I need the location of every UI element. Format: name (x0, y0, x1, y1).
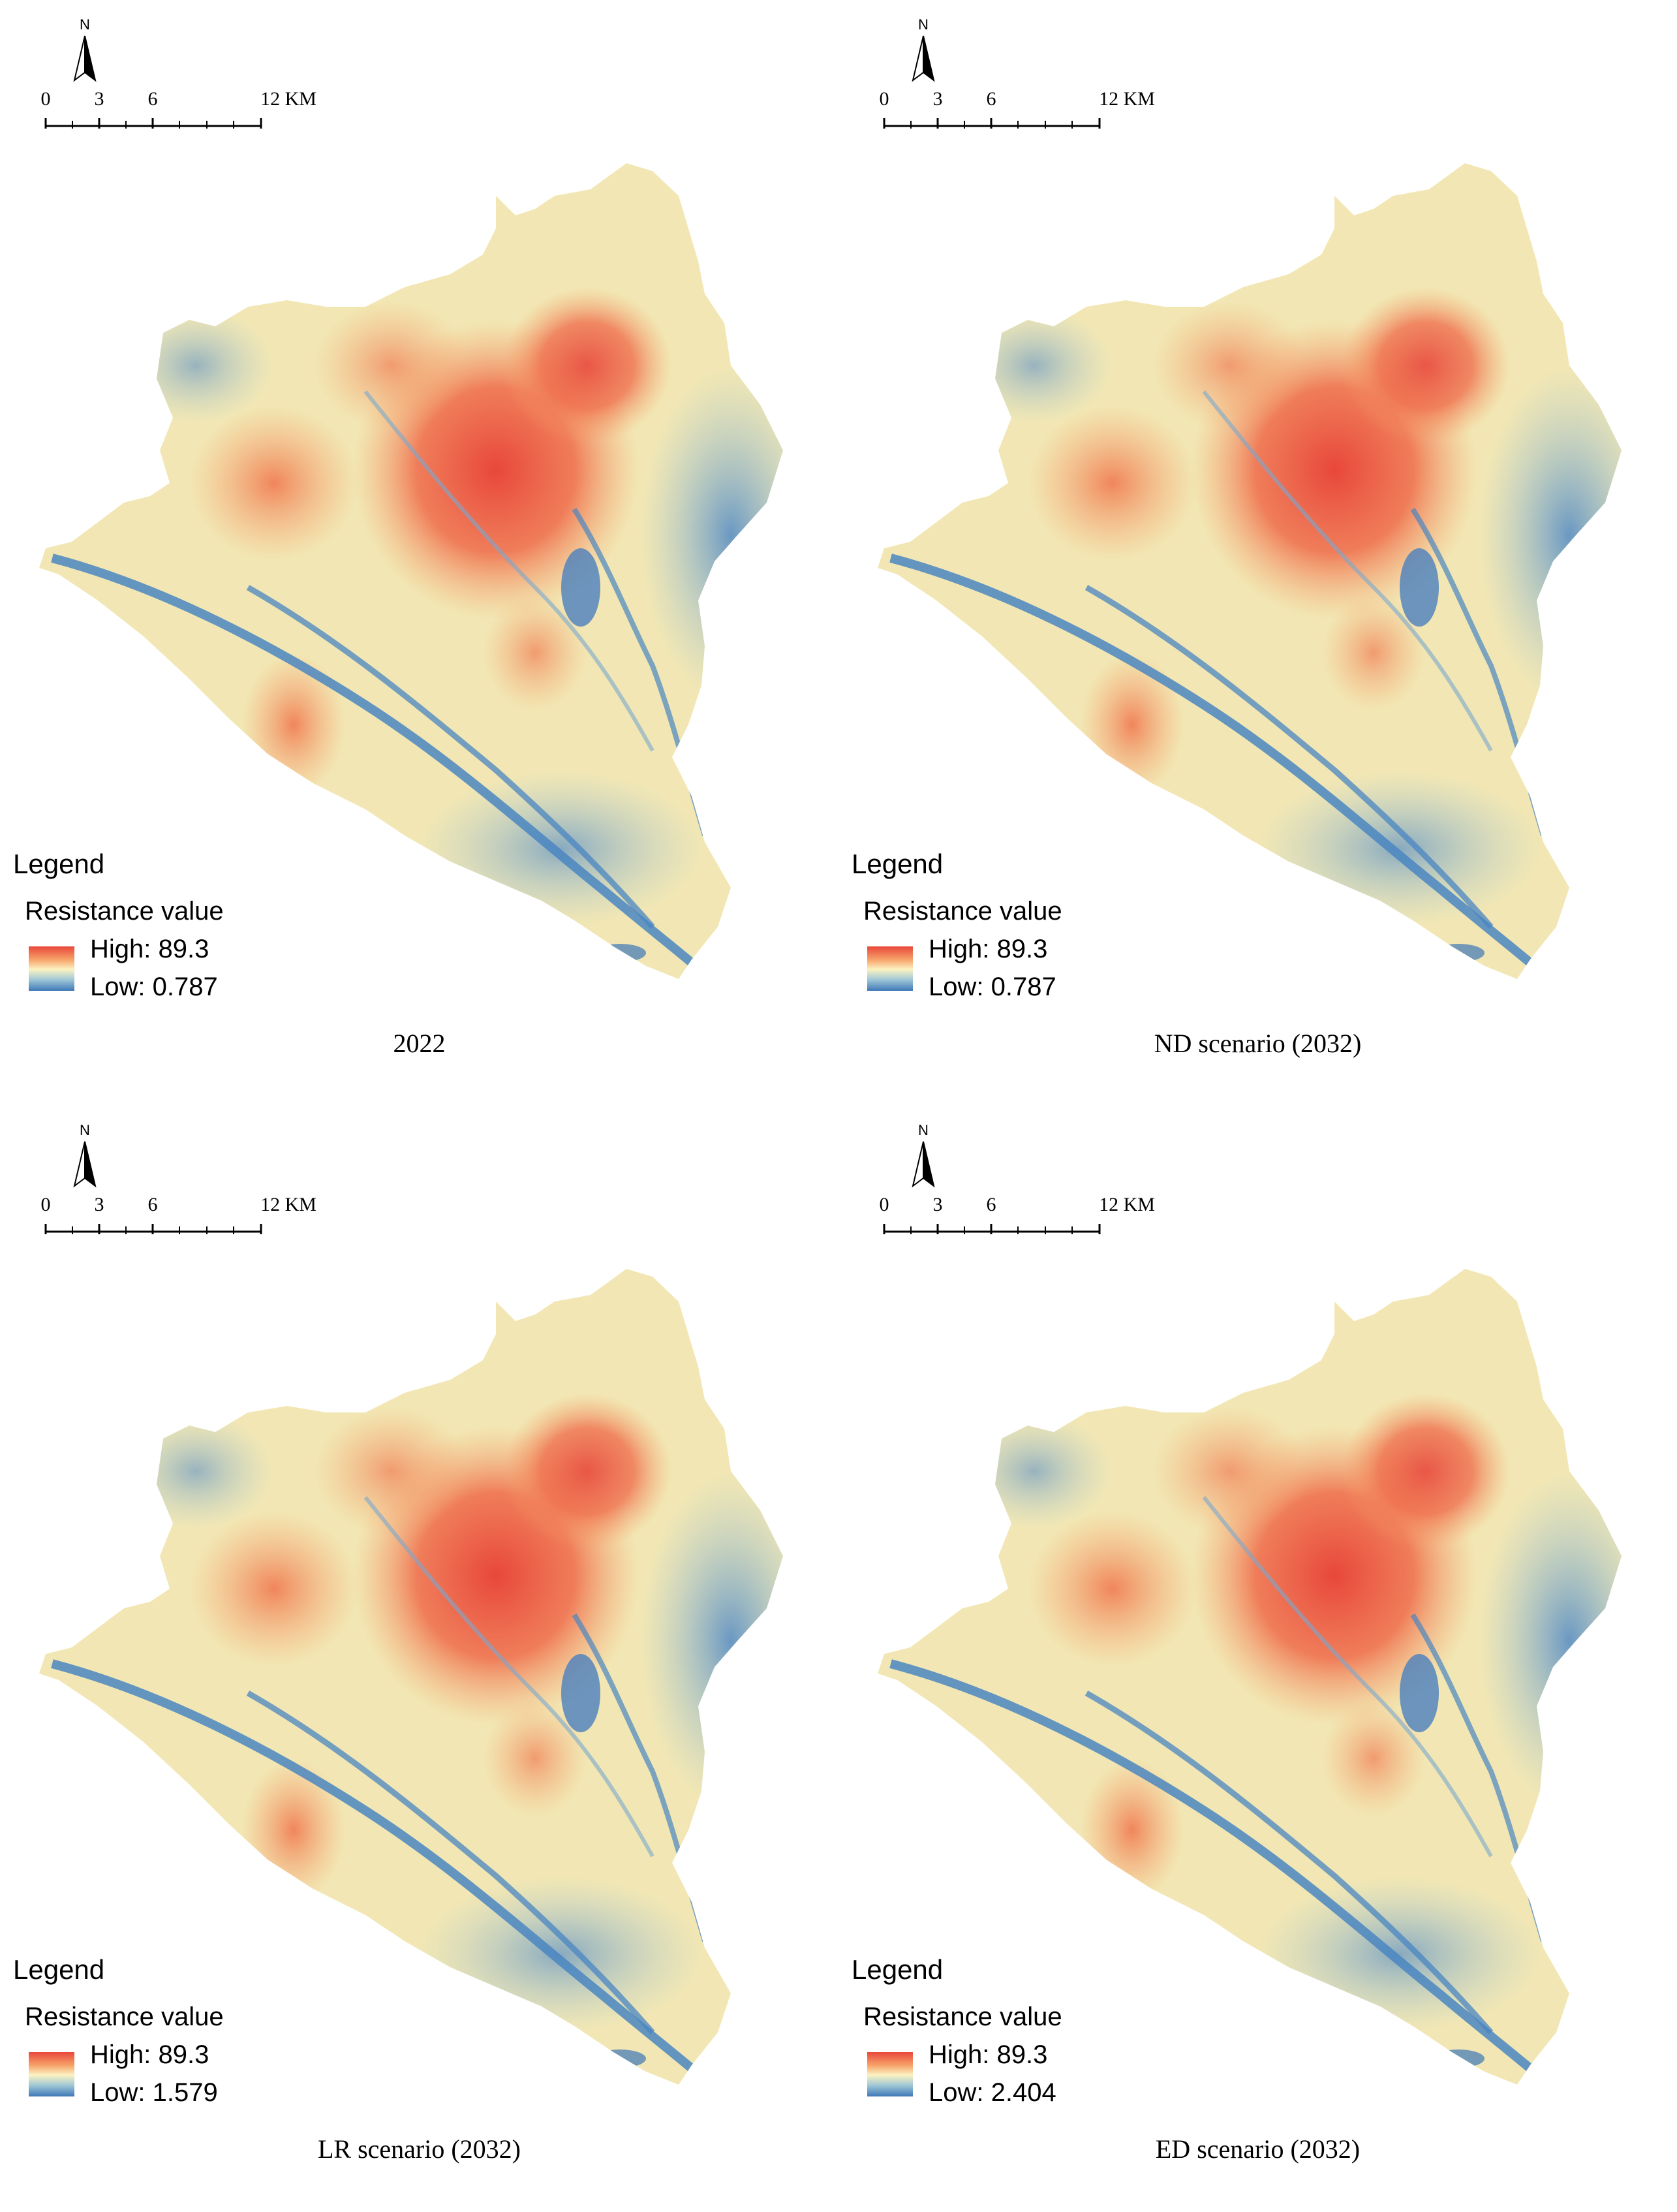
scale-label: 3 (94, 1194, 104, 1215)
legend-high-value: High: 89.3 (929, 2040, 1048, 2069)
legend-high-value: High: 89.3 (929, 935, 1048, 963)
scale-label: 12 KM (260, 88, 316, 110)
legend-subtitle: Resistance value (863, 897, 1062, 926)
scale-label: 6 (147, 88, 158, 110)
legend: Legend Resistance value High: 89.3 Low: … (848, 849, 1122, 1005)
scale-bar: 0 3 6 12 KM (33, 1194, 316, 1239)
panel-caption: LR scenario (2032) (317, 2134, 521, 2164)
north-arrow: N (65, 16, 104, 88)
panel-caption: 2022 (393, 1029, 446, 1058)
legend-color-ramp (867, 2052, 913, 2096)
legend: Legend Resistance value High: 89.3 Low: … (9, 1954, 283, 2111)
scale-bar: 0 3 6 12 KM (871, 1194, 1155, 1239)
scale-label: 12 KM (1099, 88, 1155, 110)
scale-bar-ticks (44, 118, 262, 129)
scale-label: 6 (986, 1194, 996, 1215)
scale-label: 3 (94, 88, 104, 110)
scale-bar: 0 3 6 12 KM (33, 88, 316, 134)
north-arrow-icon (912, 35, 935, 82)
scale-label: 3 (932, 1194, 943, 1215)
scale-label: 6 (986, 88, 996, 110)
legend-color-ramp (867, 946, 913, 991)
legend-subtitle: Resistance value (25, 897, 224, 926)
legend-color-ramp (29, 946, 74, 991)
north-label: N (918, 1122, 929, 1138)
scale-label: 6 (147, 1194, 158, 1215)
legend-high-value: High: 89.3 (90, 935, 209, 963)
north-arrow-icon (73, 1141, 97, 1188)
panel-caption: ND scenario (2032) (1154, 1029, 1362, 1058)
panel-caption: ED scenario (2032) (1155, 2134, 1361, 2164)
north-arrow: N (65, 1122, 104, 1194)
north-arrow: N (904, 1122, 943, 1194)
north-label: N (80, 16, 90, 33)
legend-low-value: Low: 2.404 (929, 2078, 1056, 2107)
map-panel-lr-scenario: N 0 3 6 12 KM Legend Resistance value Hi… (0, 1106, 838, 2211)
legend-low-value: Low: 0.787 (929, 973, 1056, 1001)
legend-high-value: High: 89.3 (90, 2040, 209, 2069)
map-panel-2022: N 0 3 6 12 KM Legend Resistance value Hi… (0, 0, 838, 1106)
legend-subtitle: Resistance value (863, 2002, 1062, 2031)
legend-low-value: Low: 0.787 (90, 973, 218, 1001)
north-label: N (80, 1122, 90, 1138)
legend-subtitle: Resistance value (25, 2002, 224, 2031)
north-arrow: N (904, 16, 943, 88)
scale-label: 0 (879, 1194, 889, 1215)
scale-bar-ticks (44, 1224, 262, 1234)
legend-low-value: Low: 1.579 (90, 2078, 218, 2107)
legend-title: Legend (852, 1954, 944, 1985)
scale-label: 3 (932, 88, 943, 110)
scale-bar-ticks (883, 1224, 1101, 1234)
scale-label: 12 KM (260, 1194, 316, 1215)
map-panel-nd-scenario: N 0 3 6 12 KM Legend Resistance value Hi… (838, 0, 1677, 1106)
legend: Legend Resistance value High: 89.3 Low: … (9, 849, 283, 1005)
scale-bar: 0 3 6 12 KM (871, 88, 1155, 134)
north-label: N (918, 16, 929, 33)
scale-label: 0 (40, 1194, 51, 1215)
scale-label: 0 (40, 88, 51, 110)
north-arrow-icon (912, 1141, 935, 1188)
north-arrow-icon (73, 35, 97, 82)
legend-title: Legend (13, 1954, 105, 1985)
scale-label: 0 (879, 88, 889, 110)
legend-color-ramp (29, 2052, 74, 2096)
legend-title: Legend (852, 849, 944, 879)
map-panel-ed-scenario: N 0 3 6 12 KM Legend Resistance value Hi… (838, 1106, 1677, 2211)
scale-bar-ticks (883, 118, 1101, 129)
legend-title: Legend (13, 849, 105, 879)
legend: Legend Resistance value High: 89.3 Low: … (848, 1954, 1122, 2111)
scale-label: 12 KM (1099, 1194, 1155, 1215)
